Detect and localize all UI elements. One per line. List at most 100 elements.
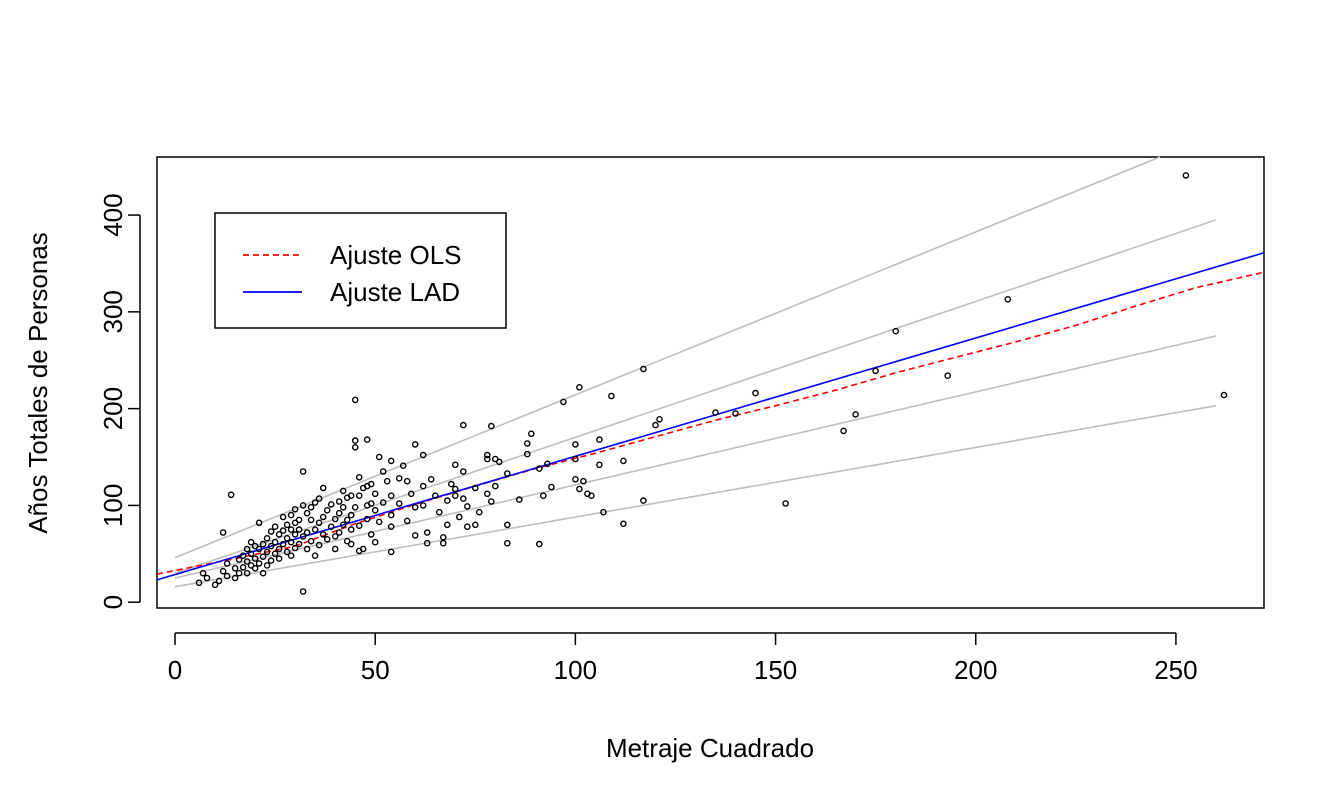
data-point <box>275 545 283 553</box>
data-point <box>283 535 291 542</box>
legend-label-ols: Ajuste OLS <box>330 240 462 270</box>
data-point <box>1220 391 1228 399</box>
data-point <box>483 490 491 498</box>
x-tick-label: 50 <box>361 655 390 685</box>
fit-line-ajuste-ols <box>156 271 1265 575</box>
data-point <box>327 523 335 531</box>
data-point <box>255 560 263 567</box>
data-point <box>331 515 339 523</box>
data-point <box>351 396 359 404</box>
data-point <box>423 529 431 536</box>
data-point <box>375 518 383 526</box>
data-point <box>331 533 339 540</box>
data-point <box>219 529 227 536</box>
data-point <box>287 511 295 519</box>
data-point <box>463 523 471 531</box>
y-tick-label: 100 <box>98 484 128 527</box>
data-point <box>383 477 391 485</box>
data-point <box>279 540 287 548</box>
x-tick-label: 100 <box>554 655 597 685</box>
data-point <box>782 500 789 507</box>
plot-frame <box>156 156 1265 609</box>
data-point <box>235 569 243 577</box>
y-tick-label: 300 <box>98 290 128 333</box>
data-point <box>203 574 211 582</box>
y-tick-label: 200 <box>98 387 128 430</box>
data-point <box>355 492 363 500</box>
data-point <box>620 457 627 465</box>
data-point <box>279 527 287 534</box>
data-point <box>580 477 587 485</box>
data-point <box>239 564 247 571</box>
data-point <box>283 548 291 556</box>
data-point <box>235 556 243 563</box>
data-point <box>640 497 647 504</box>
data-point <box>475 508 483 516</box>
data-point <box>439 534 447 541</box>
data-point <box>427 475 435 483</box>
data-point <box>443 497 451 504</box>
data-point <box>576 485 583 493</box>
data-point <box>548 483 555 491</box>
data-point <box>255 519 263 527</box>
data-point <box>411 503 419 511</box>
data-point <box>524 450 531 458</box>
data-point <box>331 545 339 553</box>
data-point <box>247 550 255 558</box>
data-points <box>195 172 1228 595</box>
data-point <box>572 475 579 483</box>
y-axis-label: Años Totales de Personas <box>23 232 53 534</box>
data-point <box>271 523 279 531</box>
data-point <box>363 515 371 523</box>
legend: Ajuste OLS Ajuste LAD <box>214 212 507 329</box>
data-point <box>524 440 531 447</box>
data-point <box>1004 295 1012 303</box>
data-point <box>491 482 499 490</box>
data-point <box>339 521 347 529</box>
data-point <box>299 502 307 509</box>
data-point <box>219 567 227 575</box>
data-point <box>600 508 607 516</box>
data-point <box>347 511 355 519</box>
data-point <box>1182 172 1190 179</box>
data-point <box>451 461 459 469</box>
data-point <box>620 520 627 528</box>
data-point <box>299 588 307 595</box>
data-point <box>375 453 383 461</box>
data-point <box>303 509 311 517</box>
data-point <box>387 457 395 465</box>
data-point <box>407 490 415 498</box>
data-point <box>247 562 255 569</box>
data-point <box>560 398 567 406</box>
data-point <box>455 513 463 521</box>
data-point <box>271 550 279 558</box>
data-point <box>463 503 471 510</box>
data-point <box>355 522 363 530</box>
data-point <box>536 465 543 472</box>
data-point <box>536 540 543 548</box>
data-point <box>403 477 411 485</box>
data-point <box>528 430 535 438</box>
data-point <box>572 441 579 448</box>
data-point <box>395 474 403 482</box>
data-point <box>732 410 739 417</box>
data-point <box>323 506 331 514</box>
data-point <box>423 539 431 547</box>
data-point <box>576 383 583 391</box>
fit-line-ajuste-lad <box>156 252 1265 581</box>
data-point <box>435 508 443 516</box>
data-point <box>752 389 759 397</box>
data-point <box>251 542 259 550</box>
data-point <box>307 537 315 545</box>
data-point <box>431 492 439 500</box>
data-point <box>483 455 491 463</box>
data-point <box>640 365 647 373</box>
data-point <box>403 517 411 525</box>
band-line-2 <box>174 156 1161 559</box>
x-tick-label: 200 <box>954 655 997 685</box>
data-point <box>287 526 295 533</box>
data-point <box>487 422 495 430</box>
data-point <box>267 528 275 535</box>
x-axis-label: Metraje Cuadrado <box>606 733 814 763</box>
data-point <box>351 437 359 444</box>
